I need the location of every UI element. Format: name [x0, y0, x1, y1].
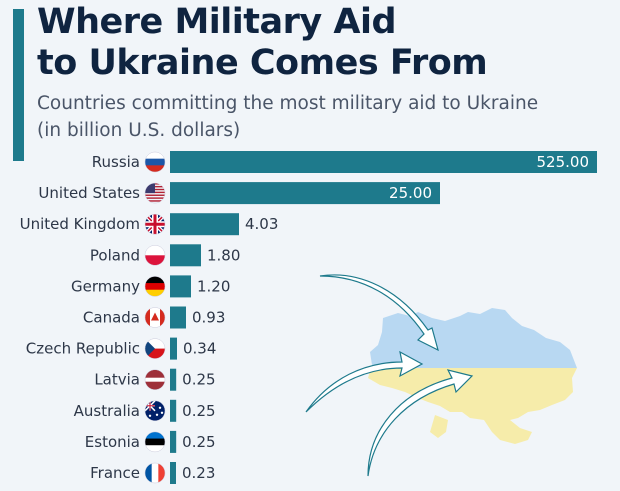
bar-row: France 0.23 [90, 462, 215, 484]
canada-flag-icon [145, 307, 165, 328]
bar [170, 182, 440, 205]
value-label: 1.80 [207, 246, 240, 264]
bar [170, 151, 597, 173]
value-label: 1.20 [197, 277, 230, 295]
map-blue-half [368, 308, 577, 368]
france-flag-icon [145, 463, 165, 483]
bar [170, 368, 177, 391]
subtitle-line-1: Countries committing the most military a… [37, 93, 539, 114]
value-label: 0.93 [192, 309, 225, 327]
bar-row: Canada 0.93 [83, 306, 225, 329]
subtitle-line-2: (in billion U.S. dollars) [37, 120, 241, 141]
bar [170, 337, 177, 360]
value-label: 0.25 [182, 433, 215, 451]
bar [170, 462, 176, 484]
australia-flag-icon [145, 400, 165, 421]
value-label: 0.25 [182, 371, 215, 389]
category-label: Australia [74, 402, 140, 420]
category-label: Latvia [94, 371, 140, 389]
bar-row: Germany 1.20 [71, 275, 230, 298]
czech-flag-icon [145, 338, 165, 359]
bar-row: United States 25.00 [38, 182, 440, 205]
ukraine-map-illustration [305, 274, 577, 477]
title-line-2: to Ukraine Comes From [37, 43, 488, 83]
bar [170, 430, 177, 453]
value-label: 25.00 [389, 184, 432, 202]
value-label: 0.34 [183, 340, 216, 358]
poland-flag-icon [145, 245, 165, 266]
category-label: United Kingdom [20, 215, 140, 233]
bar-row: Russia 525.00 [92, 151, 597, 173]
category-label: Canada [83, 309, 140, 327]
bar-row: Latvia 0.25 [94, 368, 216, 391]
arrow-icon [319, 274, 439, 352]
chart-title: Where Military Aid to Ukraine Comes From [37, 2, 488, 84]
value-label: 0.23 [182, 464, 215, 482]
bar-row: Australia 0.25 [74, 399, 216, 422]
bar [170, 213, 239, 236]
category-label: Germany [71, 277, 140, 295]
arrow-icon [305, 350, 424, 413]
title-line-1: Where Military Aid [37, 2, 397, 42]
bar-row: United Kingdom 4.03 [20, 213, 278, 236]
category-label: Estonia [85, 433, 140, 451]
category-label: Czech Republic [26, 340, 140, 358]
chart-subtitle: Countries committing the most military a… [37, 90, 538, 144]
germany-flag-icon [145, 276, 165, 297]
arrow-icon [367, 369, 474, 477]
bar-row: Poland 1.80 [90, 244, 240, 267]
category-label: United States [38, 184, 140, 202]
value-label: 0.25 [182, 402, 215, 420]
value-label: 525.00 [537, 153, 590, 171]
estonia-flag-icon [145, 431, 165, 452]
category-label: Russia [92, 153, 140, 171]
bar-row: Czech Republic 0.34 [26, 337, 216, 360]
uk-flag-icon [145, 214, 165, 235]
bar [170, 275, 191, 298]
bar [170, 244, 201, 267]
bar [170, 399, 177, 422]
bar [170, 306, 186, 329]
value-label: 4.03 [245, 215, 278, 233]
bar-row: Estonia 0.25 [85, 430, 216, 453]
latvia-flag-icon [145, 369, 165, 390]
category-label: France [90, 464, 140, 482]
usa-flag-icon [145, 183, 165, 202]
accent-bar [13, 9, 24, 161]
russia-flag-icon [145, 152, 165, 172]
category-label: Poland [90, 246, 140, 264]
